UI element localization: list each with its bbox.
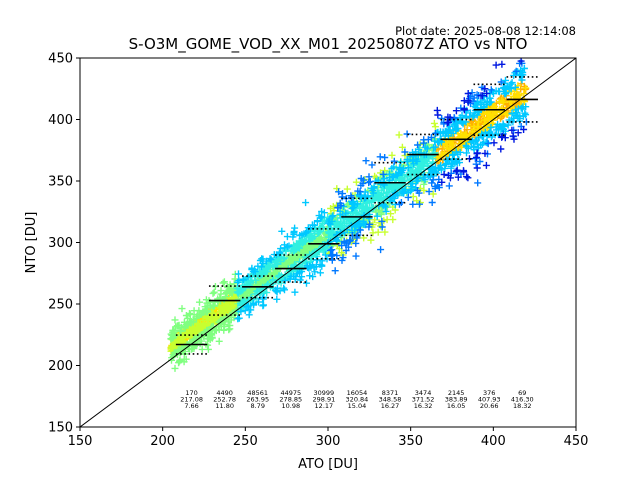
bin-std-label: 7.66 (184, 402, 198, 410)
bin-mean-label: 278.85 (279, 396, 302, 404)
bin-mean-label: 298.91 (312, 396, 335, 404)
x-tick-label: 250 (233, 434, 258, 449)
y-axis-label: NTO [DU] (24, 212, 39, 274)
bin-count-label: 376 (483, 389, 495, 397)
bin-count-label: 170 (185, 389, 197, 397)
bin-count-label: 4490 (216, 389, 233, 397)
bin-std-label: 18.32 (513, 402, 532, 410)
one-to-one-line (80, 58, 576, 427)
y-axis: 150 200 250 300 350 400 450 (48, 52, 80, 436)
bin-count-label: 44975 (280, 389, 301, 397)
bin-std-label: 20.66 (480, 402, 499, 410)
bin-std-label: 10.98 (281, 402, 300, 410)
bin-count-label: 30999 (314, 389, 335, 397)
bin-mean-label: 407.93 (478, 396, 501, 404)
scatter-points (80, 58, 576, 427)
plot-date: Plot date: 2025-08-08 12:14:08 (395, 24, 576, 38)
bin-mean-label: 252.78 (213, 396, 236, 404)
bin-mean-label: 263.95 (246, 396, 269, 404)
x-tick-label: 400 (481, 434, 506, 449)
bin-mean-label: 217.08 (180, 396, 203, 404)
scatter-series-points (327, 59, 530, 275)
scatter-series-points (433, 58, 528, 186)
bin-std-label: 16.32 (414, 402, 433, 410)
y-tick-label: 350 (48, 175, 73, 190)
bin-mean-label: 416.30 (511, 396, 534, 404)
x-tick-label: 450 (564, 434, 589, 449)
y-tick-label: 400 (48, 113, 73, 128)
x-axis-label: ATO [DU] (298, 457, 358, 472)
x-tick-label: 350 (398, 434, 423, 449)
bin-mean-label: 320.84 (346, 396, 369, 404)
y-tick-label: 250 (48, 298, 73, 313)
chart-title: S-O3M_GOME_VOD_XX_M01_20250807Z ATO vs N… (129, 35, 528, 54)
bin-mean-label: 348.58 (379, 396, 402, 404)
y-tick-label: 200 (48, 359, 73, 374)
y-tick-label: 450 (48, 52, 73, 67)
bin-count-label: 3474 (415, 389, 432, 397)
x-tick-label: 300 (316, 434, 341, 449)
bin-count-label: 69 (518, 389, 526, 397)
bin-std-label: 15.04 (348, 402, 367, 410)
bin-mean-label: 371.52 (412, 396, 435, 404)
bin-std-label: 8.79 (250, 402, 264, 410)
x-tick-label: 200 (150, 434, 175, 449)
y-tick-label: 300 (48, 236, 73, 251)
bin-std-label: 16.05 (447, 402, 466, 410)
bin-statistics: 170217.087.664490252.7811.8048561263.958… (175, 76, 538, 410)
bin-count-label: 8371 (382, 389, 399, 397)
x-axis: 150 200 250 300 350 400 450 (68, 427, 589, 449)
bin-std-label: 11.80 (215, 402, 234, 410)
bin-mean-label: 383.89 (445, 396, 468, 404)
scatter-series-points (167, 135, 439, 372)
bin-std-label: 12.17 (315, 402, 334, 410)
bin-count-label: 2145 (448, 389, 465, 397)
scatter-series-points (234, 64, 530, 323)
y-tick-label: 150 (48, 421, 73, 436)
x-tick-label: 150 (68, 434, 93, 449)
bin-std-label: 16.27 (381, 402, 400, 410)
bin-count-label: 48561 (247, 389, 268, 397)
bin-count-label: 16054 (347, 389, 368, 397)
